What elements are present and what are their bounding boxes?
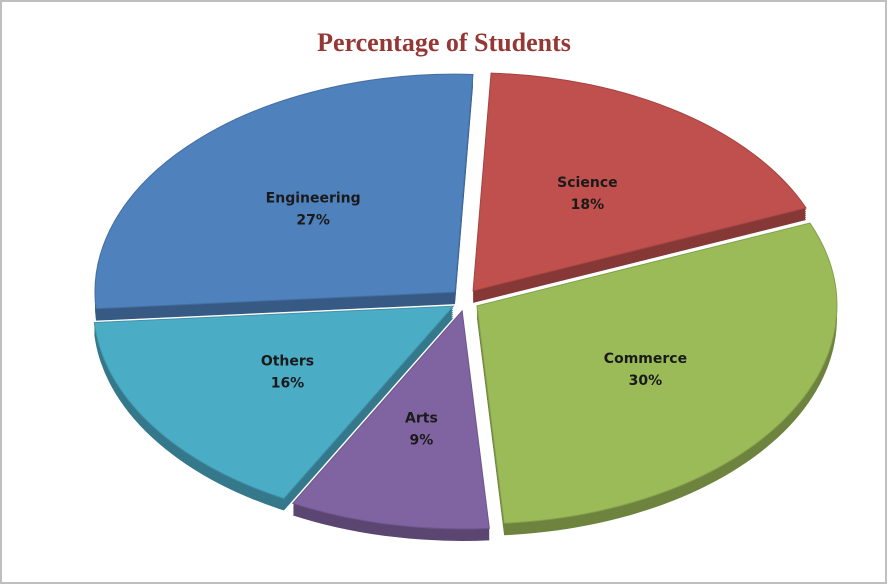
slice-value-label: 9% <box>410 432 434 448</box>
slice-label: Arts <box>405 410 438 426</box>
pie-slice <box>94 73 474 310</box>
slice-value-label: 18% <box>571 197 605 213</box>
slice-label: Science <box>557 175 617 191</box>
slice-label: Others <box>261 354 314 370</box>
slice-label: Commerce <box>604 351 687 367</box>
slice-value-label: 30% <box>629 373 663 389</box>
pie-slice <box>472 72 807 292</box>
slice-value-label: 16% <box>271 376 305 392</box>
pie-slice <box>476 222 838 524</box>
slice-value-label: 27% <box>296 212 330 228</box>
pie-slice <box>93 305 455 500</box>
pie-slice <box>291 309 490 530</box>
chart-title: Percentage of Students <box>317 28 571 57</box>
slice-label: Engineering <box>266 190 361 206</box>
